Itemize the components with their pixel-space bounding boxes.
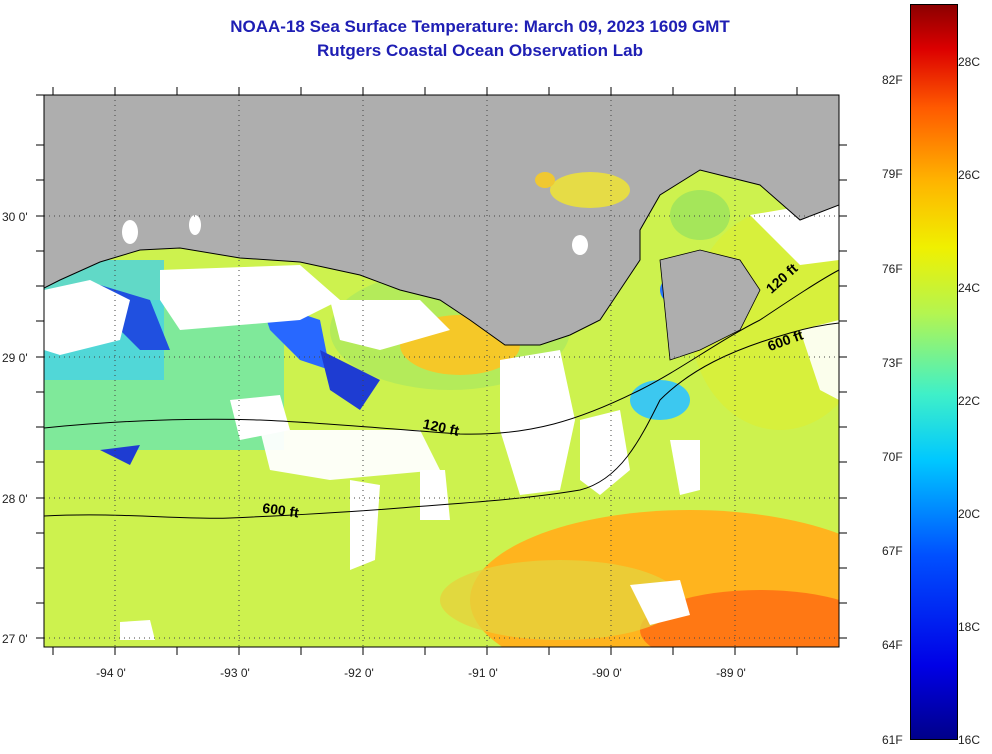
contour-label-120ft-west: 120 ft [421,415,460,438]
cb-label-f-61: 61F [882,733,903,747]
warmest-water [640,590,839,647]
axis-ticks [36,87,847,655]
coastline [44,169,839,346]
contour-600ft [44,322,839,519]
title-line-1: NOAA-18 Sea Surface Temperature: March 0… [230,17,730,36]
map-area [44,95,839,647]
cb-label-c-26: 26C [958,168,981,182]
cloud-6 [350,480,380,570]
cloud-9 [580,410,630,495]
calcasieu-lake [122,220,138,244]
warm-transition [440,560,680,640]
cb-label-f-79: 79F [882,167,903,181]
cloud-11 [750,200,839,265]
contour-label-600ft-west: 600 ft [261,500,300,521]
inland-lake-2 [572,235,588,255]
cb-label-f-73: 73F [882,356,903,370]
cb-label-c-28: 28C [958,55,981,69]
cb-label-c-18: 18C [958,620,981,634]
cloud-1 [44,280,130,355]
cloud-2 [160,265,340,330]
cloud-8 [500,350,575,495]
cloud-3 [330,300,450,350]
lon-label-90: -90 0' [592,666,622,680]
lon-label-89: -89 0' [716,666,746,680]
contour-120ft [44,269,839,435]
cloud-14 [800,320,839,400]
cloud-7 [420,470,450,520]
temperature-colorbar [910,4,958,740]
graticule [44,95,839,647]
lat-label-29: 29 0' [2,351,28,365]
breton-sound [670,190,730,240]
cb-label-c-20: 20C [958,507,981,521]
cold-streak-3 [320,350,380,410]
lat-label-30: 30 0' [2,210,28,224]
inland-lake [189,215,201,235]
lon-label-93: -93 0' [220,666,250,680]
cloud-5 [260,430,440,480]
land-delta [659,249,761,361]
title-line-2: Rutgers Coastal Ocean Observation Lab [317,41,643,60]
land-louisiana [44,95,839,345]
lat-label-27: 27 0' [2,632,28,646]
lon-label-91: -91 0' [468,666,498,680]
cold-streak-4 [100,445,140,465]
lat-label-28: 28 0' [2,492,28,506]
cloud-13 [120,620,155,640]
cb-label-c-16: 16C [958,733,981,747]
cloud-10 [670,440,700,495]
cb-label-f-82: 82F [882,73,903,87]
cb-label-c-22: 22C [958,394,981,408]
cloud-4 [230,395,290,440]
cloud-12 [630,580,690,625]
cb-label-c-24: 24C [958,281,981,295]
cb-label-f-76: 76F [882,262,903,276]
lon-label-92: -92 0' [344,666,374,680]
map-frame [43,94,840,648]
lake-maurepas [535,172,555,188]
lake-pontchartrain [550,172,630,208]
cb-label-f-70: 70F [882,450,903,464]
cb-label-f-64: 64F [882,638,903,652]
cb-label-f-67: 67F [882,544,903,558]
lon-label-94: -94 0' [96,666,126,680]
